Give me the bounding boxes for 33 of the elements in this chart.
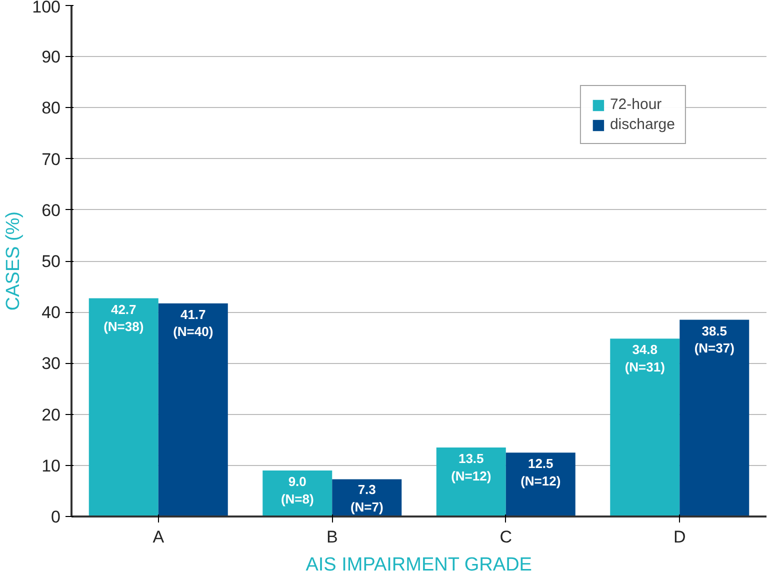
data-label: 38.5 (N=37) bbox=[694, 323, 734, 356]
bar bbox=[158, 303, 228, 516]
legend-label: discharge bbox=[610, 116, 675, 133]
legend-label: 72-hour bbox=[610, 96, 662, 113]
x-axis-title: AIS IMPAIRMENT GRADE bbox=[306, 554, 532, 576]
x-tick-label: D bbox=[673, 528, 686, 546]
data-label: 12.5 (N=12) bbox=[520, 456, 561, 488]
y-tick-label: 60 bbox=[42, 200, 61, 220]
y-tick-label: 80 bbox=[42, 98, 61, 118]
bar bbox=[506, 452, 576, 516]
data-label: 7.3 (N=7) bbox=[350, 482, 384, 514]
y-tick-label: 100 bbox=[32, 0, 61, 16]
y-tick-label: 10 bbox=[42, 456, 61, 476]
y-tick-label: 40 bbox=[42, 303, 61, 322]
y-axis-title: CASES (%) bbox=[3, 211, 24, 311]
x-tick-label: B bbox=[326, 528, 338, 546]
y-tick-label: 0 bbox=[51, 508, 61, 526]
y-tick-label: 70 bbox=[42, 150, 61, 169]
data-label: 13.5 (N=12) bbox=[451, 451, 492, 484]
data-label: 42.7 (N=38) bbox=[104, 302, 144, 334]
bar bbox=[436, 448, 506, 516]
y-tick-label: 90 bbox=[42, 48, 61, 67]
bar bbox=[680, 320, 750, 516]
y-tick-label: 50 bbox=[42, 252, 61, 271]
bar bbox=[610, 338, 680, 516]
bar bbox=[88, 298, 158, 516]
data-label: 34.8 (N=31) bbox=[624, 342, 665, 374]
data-label: 41.7 (N=40) bbox=[173, 306, 214, 340]
data-label: 9.0 (N=8) bbox=[280, 474, 314, 506]
y-tick-label: 30 bbox=[42, 354, 61, 374]
x-tick-label: C bbox=[500, 528, 512, 546]
x-tick-label: A bbox=[152, 528, 165, 546]
y-tick-label: 20 bbox=[42, 405, 61, 424]
